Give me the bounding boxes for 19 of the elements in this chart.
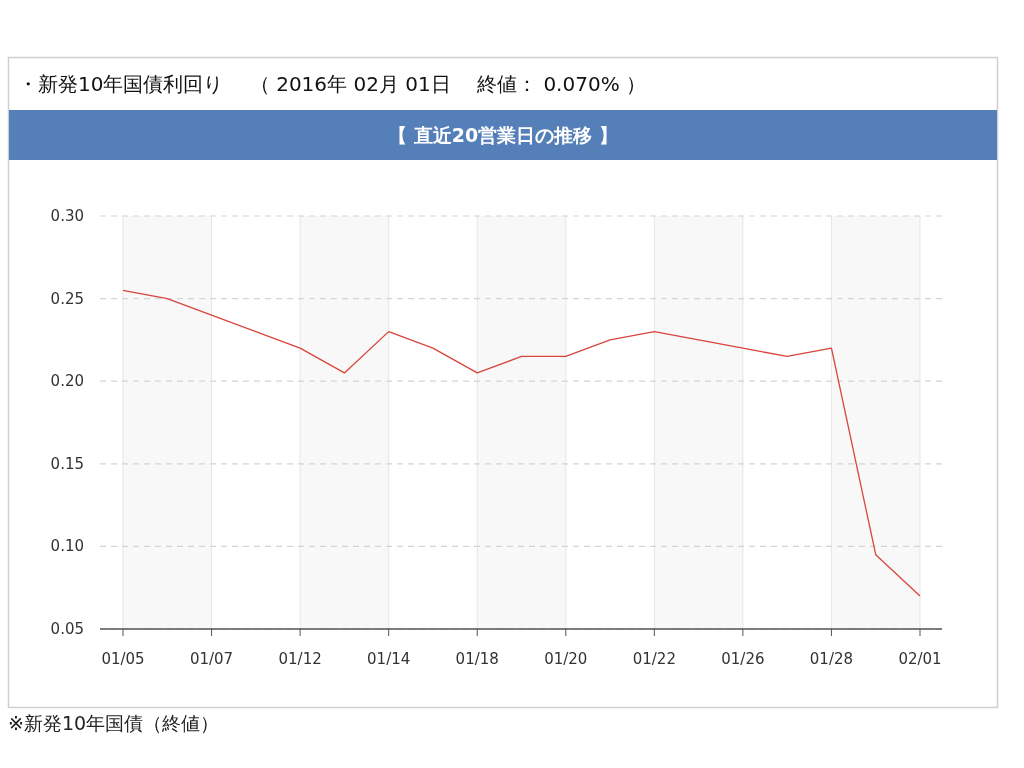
x-tick-label: 01/26 bbox=[721, 650, 765, 668]
x-tick-label: 01/22 bbox=[632, 650, 676, 668]
title: ・新発10年国債利回り （ 2016年 02月 01日 終値： 0.070% ） bbox=[18, 72, 646, 96]
x-tick-label: 01/05 bbox=[101, 650, 145, 668]
y-tick-label: 0.30 bbox=[50, 207, 84, 225]
y-tick-label: 0.15 bbox=[50, 454, 84, 473]
x-tick-label: 02/01 bbox=[898, 650, 942, 668]
y-tick-label: 0.05 bbox=[50, 620, 84, 638]
annotation: ※新発10年国債（終値） bbox=[8, 712, 220, 734]
x-tick-label: 01/20 bbox=[544, 650, 588, 668]
x-tick-label: 01/28 bbox=[809, 650, 854, 668]
y-tick-label: 0.10 bbox=[50, 537, 84, 556]
x-tick-label: 01/12 bbox=[278, 650, 322, 668]
subtitle: 【 直近20営業日の推移 】 bbox=[388, 124, 618, 146]
x-tick-label: 01/18 bbox=[455, 650, 499, 668]
y-tick-label: 0.20 bbox=[50, 372, 84, 391]
x-tick-label: 01/07 bbox=[189, 650, 234, 668]
x-tick-label: 01/14 bbox=[367, 650, 411, 668]
y-tick-label: 0.25 bbox=[50, 289, 84, 308]
